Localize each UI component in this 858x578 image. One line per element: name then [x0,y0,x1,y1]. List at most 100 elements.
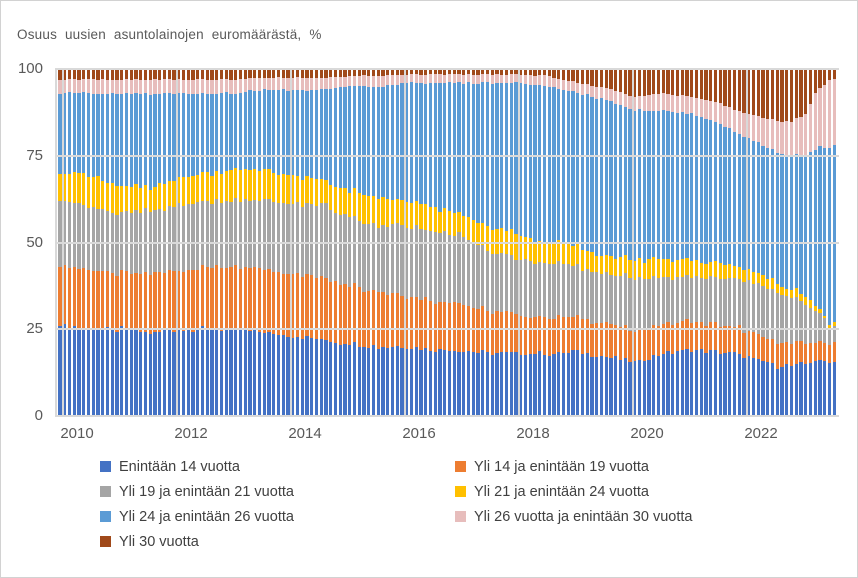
bar-segment [704,69,708,100]
bar-segment [704,325,708,353]
bar-segment [808,343,813,364]
bar-segment [713,276,718,322]
bar-segment [533,243,537,264]
bar-segment [148,190,152,213]
bar-segment [552,77,556,88]
bar [713,69,718,416]
bar-segment [191,270,195,332]
bar-segment [604,69,608,88]
bar-segment [343,188,347,214]
bar-segment [433,73,437,84]
bar-segment [86,329,91,416]
bar-segment [590,69,594,86]
bar-segment [115,69,119,80]
bar-segment [110,183,114,213]
bar-segment [319,69,323,78]
bar-segment [210,93,214,176]
bar-segment [709,120,713,262]
bar-segment [200,172,205,202]
bar-segment [234,264,238,328]
bar-segment [618,92,623,106]
bar-segment [367,69,371,77]
bar-segment [215,265,219,329]
bar-segment [481,69,485,74]
bar [618,69,623,416]
bar-segment [723,325,727,353]
bar-segment [238,268,243,331]
bar-segment [533,354,537,416]
bar-segment [780,154,784,287]
bar-segment [514,69,518,74]
bar [148,69,152,416]
bar-segment [167,329,171,416]
bar-segment [129,187,133,213]
bar-segment [91,69,95,80]
bar-segment [747,269,751,281]
bar-segment [818,313,822,341]
bar-segment [775,69,779,121]
bar-segment [780,121,784,155]
bar-segment [115,214,119,276]
bar-segment [709,321,713,351]
bar-segment [571,245,575,267]
bar-segment [628,362,632,416]
bar-segment [699,263,703,278]
bar-segment [409,349,414,416]
bar-segment [438,82,442,212]
bar [191,69,195,416]
bar-segment [652,110,656,258]
bar-segment [324,202,328,278]
bar-segment [186,80,190,94]
bar-segment [614,275,618,325]
bar-segment [832,322,836,327]
bar-segment [789,156,794,290]
bar-segment [813,343,817,362]
bar-segment [196,269,200,330]
bar-segment [186,330,190,416]
bar [789,69,794,416]
bar-segment [523,236,528,260]
bar-segment [409,82,414,203]
bar-segment [376,69,380,77]
bar-segment [490,253,494,315]
bar-segment [58,173,62,202]
bar-segment [329,281,333,343]
bar-segment [656,325,661,357]
bar-segment [267,169,271,200]
bar [566,69,570,416]
bar-segment [115,331,119,416]
bar-segment [618,326,623,360]
bar-segment [557,78,561,89]
bar-segment [761,274,765,286]
bar-segment [495,69,499,75]
bar-segment [713,321,718,350]
bar-segment [348,286,352,346]
bar-segment [234,168,238,198]
bar-segment [462,69,466,75]
bar-segment [63,79,67,93]
bar [338,69,342,416]
bar-segment [675,259,680,278]
bar-segment [205,79,209,94]
bar [86,69,91,416]
bar-segment [547,76,551,88]
bar-segment [761,145,765,275]
bar-segment [827,69,832,81]
bar-segment [832,326,836,343]
bar-segment [310,178,314,205]
bar-segment [770,149,775,279]
bar-segment [362,75,366,87]
bar-segment [694,275,699,322]
bar [172,69,176,416]
bar-segment [647,110,651,259]
bar-segment [181,177,186,207]
bar-segment [595,322,599,358]
bar-segment [229,79,233,94]
bar-segment [210,69,214,80]
bar-segment [447,69,452,74]
bar-segment [514,351,518,416]
bar-segment [219,202,224,268]
bar [63,69,67,416]
bar-segment [390,200,395,225]
bar-segment [428,207,433,231]
